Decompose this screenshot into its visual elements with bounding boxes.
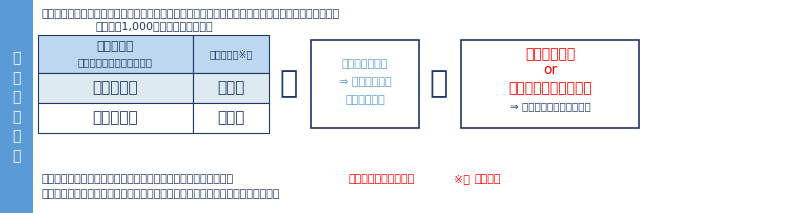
Bar: [193, 73, 269, 103]
Text: 中
小
企
業
向
け: 中 小 企 業 向 け: [12, 51, 21, 163]
Text: ※６: ※６: [454, 174, 470, 184]
Bar: [38, 103, 193, 133]
Text: ＋１．５％: ＋１．５％: [93, 81, 138, 95]
Bar: [38, 73, 193, 103]
Text: 税額控除率※１: 税額控除率※１: [210, 49, 253, 59]
Text: １０％上乗せ: １０％上乗せ: [345, 95, 385, 105]
Bar: [0, 0, 33, 213]
Bar: [461, 40, 639, 128]
Text: １５％: １５％: [218, 81, 245, 95]
Text: 中小企業は、賃上げを実施した年度に控除しきれなかった金額の: 中小企業は、賃上げを実施した年度に控除しきれなかった金額の: [42, 174, 234, 184]
Text: ３０％: ３０％: [218, 111, 245, 125]
Text: ⇒ 税額控除率を５％上乗せ: ⇒ 税額控除率を５％上乗せ: [510, 101, 590, 111]
Text: ＋２．５％: ＋２．５％: [93, 111, 138, 125]
Text: ５年間の繰越しが可能: ５年間の繰越しが可能: [348, 174, 414, 184]
Bar: [38, 35, 193, 73]
Text: 全雇用者の: 全雇用者の: [97, 40, 134, 53]
Text: （新設）: （新設）: [474, 174, 502, 184]
Text: ・適用対象：青色申告書を提出する中小企業者等（資本金１億円以下の法人、農業協同組合等）又は: ・適用対象：青色申告書を提出する中小企業者等（資本金１億円以下の法人、農業協同組…: [42, 9, 340, 19]
Bar: [311, 40, 419, 128]
Text: 給与等支給額（前年度比）: 給与等支給額（前年度比）: [78, 57, 153, 67]
Text: ＋: ＋: [280, 69, 298, 98]
Text: or: or: [543, 63, 557, 77]
Text: ＋: ＋: [430, 69, 448, 98]
Text: えるぼし二段階目以上: えるぼし二段階目以上: [508, 81, 592, 95]
Bar: [193, 35, 269, 73]
Text: くるみん以上: くるみん以上: [525, 47, 575, 61]
Text: 前年度比＋５％: 前年度比＋５％: [342, 59, 388, 69]
Text: 中小企業は、要件を満たせば、大・中堅企業向けの制度を活用することが可能。: 中小企業は、要件を満たせば、大・中堅企業向けの制度を活用することが可能。: [42, 189, 281, 199]
Text: 従業員数1,000人以下の個人事業主: 従業員数1,000人以下の個人事業主: [95, 21, 213, 31]
Text: ⇒ 税額控除率を: ⇒ 税額控除率を: [338, 77, 391, 87]
Bar: [193, 103, 269, 133]
